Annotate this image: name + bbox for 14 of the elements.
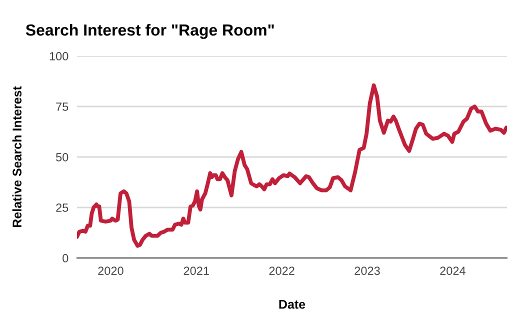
line-series [77, 83, 507, 248]
x-tick-label: 2020 [98, 266, 124, 276]
x-axis-title: Date [279, 300, 306, 309]
x-tick-label: 2024 [440, 266, 466, 276]
x-tick-label: 2022 [269, 266, 294, 276]
y-tick-label: 50 [56, 153, 68, 162]
y-tick-label: 0 [62, 254, 68, 262]
chart-title: Search Interest for "Rage Room" [26, 24, 274, 39]
x-tick-label: 2021 [184, 266, 209, 276]
y-tick-label: 75 [56, 102, 68, 111]
y-axis-title: Relative Search Interest [12, 86, 22, 228]
y-tick-label: 25 [56, 204, 68, 212]
y-tick-label: 100 [50, 52, 68, 60]
x-tick-label: 2023 [354, 266, 380, 276]
